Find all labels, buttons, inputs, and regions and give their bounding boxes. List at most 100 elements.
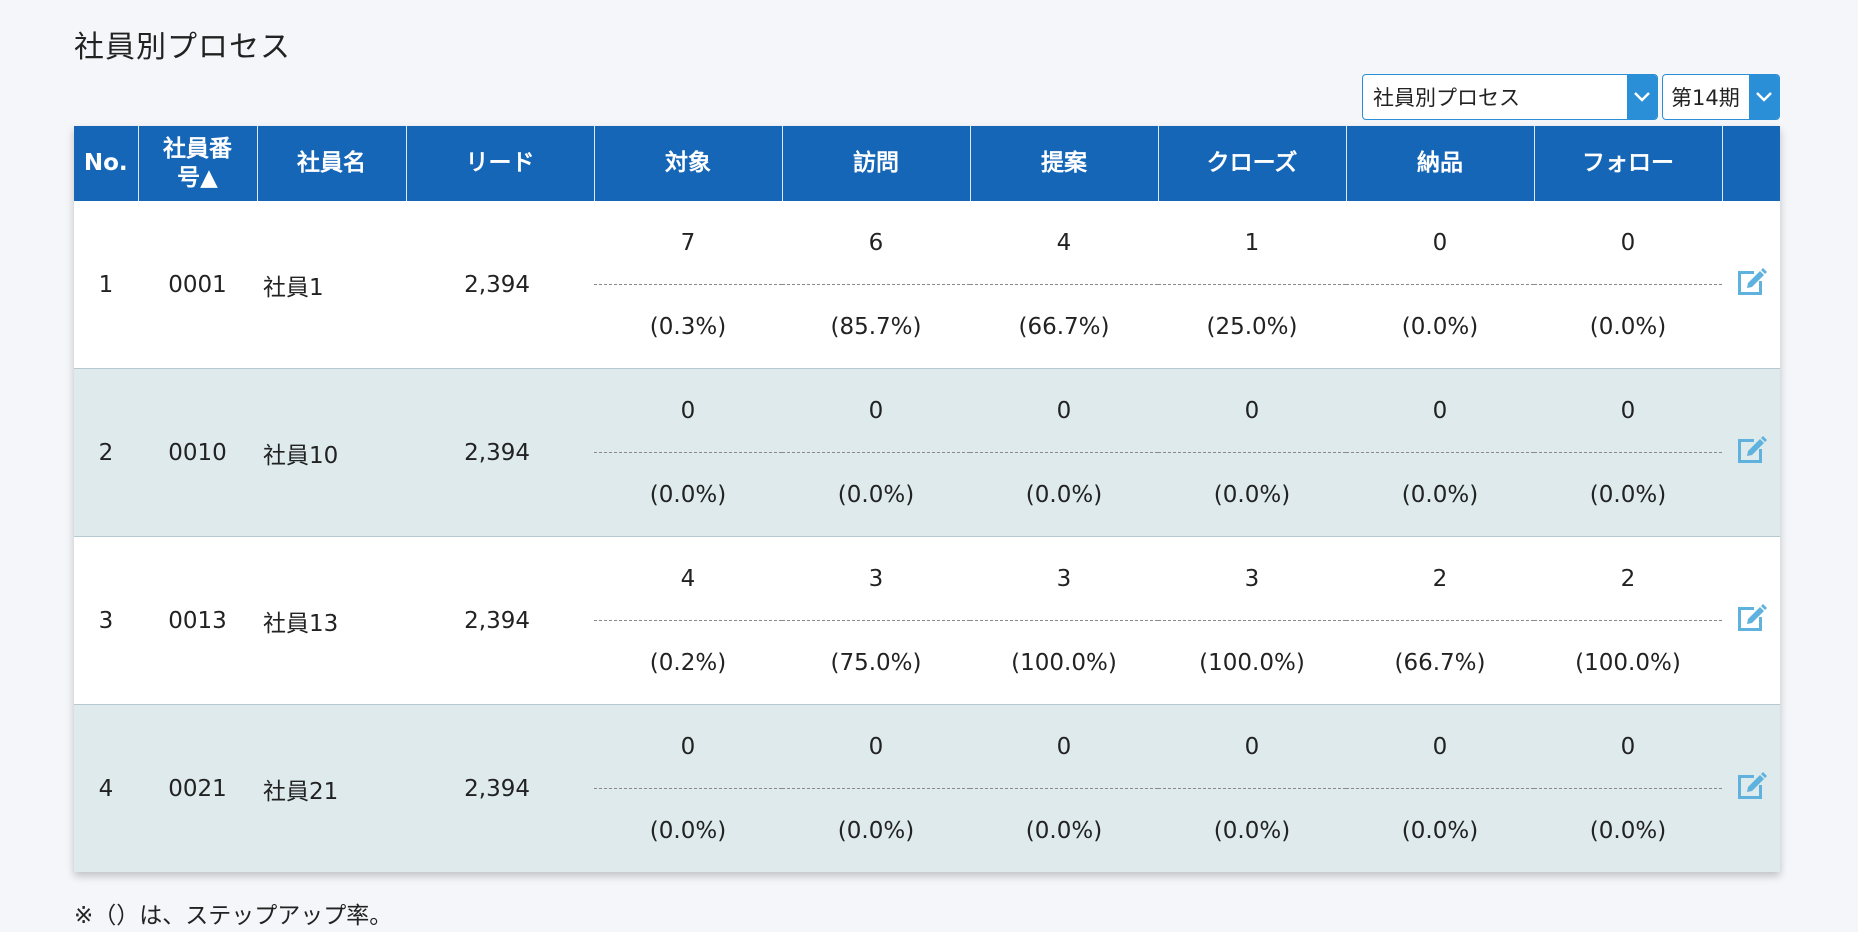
stage-count: 4 bbox=[1056, 229, 1072, 256]
stage-rate: (100.0%) bbox=[1534, 620, 1722, 704]
stage-count: 1 bbox=[1244, 229, 1260, 256]
cell-proposal: 0 (0.0%) bbox=[970, 704, 1158, 872]
header-emp-number[interactable]: 社員番号▲ bbox=[138, 126, 258, 201]
stage-rate: (85.7%) bbox=[782, 284, 970, 368]
stage-rate: (0.0%) bbox=[1534, 452, 1722, 536]
header-emp-number-label: 社員番号▲ bbox=[163, 135, 232, 191]
cell-delivery: 0 (0.0%) bbox=[1346, 368, 1534, 537]
page-title: 社員別プロセス bbox=[74, 30, 291, 65]
stage-count: 0 bbox=[1244, 397, 1260, 424]
cell-follow: 0 (0.0%) bbox=[1534, 704, 1722, 872]
table-row: 1 0001 社員1 2,394 7 (0.3%) 6 (85.7%) 4 (66.7… bbox=[74, 201, 1780, 369]
header-proposal: 提案 bbox=[970, 126, 1159, 201]
cell-close: 0 (0.0%) bbox=[1158, 704, 1346, 872]
view-select[interactable]: 社員別プロセス bbox=[1362, 74, 1658, 120]
period-select[interactable]: 第14期 bbox=[1662, 74, 1780, 120]
stage-count: 7 bbox=[680, 229, 696, 256]
stage-count: 0 bbox=[1244, 733, 1260, 760]
stage-count: 0 bbox=[868, 733, 884, 760]
cell-edit bbox=[1722, 368, 1780, 537]
stage-count: 0 bbox=[680, 397, 696, 424]
stage-count: 0 bbox=[868, 397, 884, 424]
stage-count: 0 bbox=[1432, 229, 1448, 256]
stage-rate: (0.2%) bbox=[594, 620, 782, 704]
cell-emp-name: 社員1 bbox=[257, 201, 406, 369]
cell-target: 7 (0.3%) bbox=[594, 201, 782, 369]
stage-rate: (66.7%) bbox=[1346, 620, 1534, 704]
view-select-value: 社員別プロセス bbox=[1373, 86, 1520, 110]
header-edit bbox=[1722, 126, 1780, 201]
stage-rate: (100.0%) bbox=[970, 620, 1158, 704]
edit-icon[interactable] bbox=[1734, 769, 1768, 803]
header-delivery: 納品 bbox=[1346, 126, 1535, 201]
stage-count: 0 bbox=[1620, 733, 1636, 760]
filter-controls: 社員別プロセス 第14期 bbox=[1362, 74, 1780, 120]
cell-visit: 0 (0.0%) bbox=[782, 368, 970, 537]
cell-delivery: 2 (66.7%) bbox=[1346, 536, 1534, 705]
cell-visit: 0 (0.0%) bbox=[782, 704, 970, 872]
cell-follow: 2 (100.0%) bbox=[1534, 536, 1722, 705]
stage-rate: (100.0%) bbox=[1158, 620, 1346, 704]
cell-target: 4 (0.2%) bbox=[594, 536, 782, 705]
stage-rate: (0.0%) bbox=[970, 452, 1158, 536]
cell-emp-number: 0021 bbox=[138, 704, 257, 872]
stage-rate: (0.3%) bbox=[594, 284, 782, 368]
stage-rate: (0.0%) bbox=[782, 452, 970, 536]
cell-no: 1 bbox=[74, 201, 138, 369]
stage-rate: (0.0%) bbox=[1534, 788, 1722, 872]
stage-count: 3 bbox=[868, 565, 884, 592]
stage-count: 3 bbox=[1056, 565, 1072, 592]
stage-count: 0 bbox=[1432, 397, 1448, 424]
cell-proposal: 0 (0.0%) bbox=[970, 368, 1158, 537]
stage-rate: (0.0%) bbox=[594, 452, 782, 536]
cell-edit bbox=[1722, 201, 1780, 369]
stage-rate: (0.0%) bbox=[970, 788, 1158, 872]
cell-delivery: 0 (0.0%) bbox=[1346, 704, 1534, 872]
stage-rate: (66.7%) bbox=[970, 284, 1158, 368]
edit-icon[interactable] bbox=[1734, 601, 1768, 635]
cell-edit bbox=[1722, 536, 1780, 705]
cell-no: 3 bbox=[74, 536, 138, 705]
cell-target: 0 (0.0%) bbox=[594, 704, 782, 872]
cell-no: 2 bbox=[74, 368, 138, 537]
cell-lead: 2,394 bbox=[406, 536, 594, 705]
header-close: クローズ bbox=[1158, 126, 1347, 201]
cell-emp-number: 0001 bbox=[138, 201, 257, 369]
stage-count: 0 bbox=[1056, 733, 1072, 760]
edit-icon[interactable] bbox=[1734, 433, 1768, 467]
cell-visit: 6 (85.7%) bbox=[782, 201, 970, 369]
cell-follow: 0 (0.0%) bbox=[1534, 368, 1722, 537]
stage-rate: (0.0%) bbox=[594, 788, 782, 872]
table-header-row: No. 社員番号▲ 社員名 リード 対象 訪問 提案 クローズ 納品 フォロー bbox=[74, 126, 1780, 201]
cell-close: 0 (0.0%) bbox=[1158, 368, 1346, 537]
stage-rate: (0.0%) bbox=[1346, 788, 1534, 872]
cell-emp-name: 社員10 bbox=[257, 368, 406, 537]
cell-emp-name: 社員13 bbox=[257, 536, 406, 705]
stage-count: 3 bbox=[1244, 565, 1260, 592]
table-row: 4 0021 社員21 2,394 0 (0.0%) 0 (0.0%) 0 (0.0%… bbox=[74, 704, 1780, 872]
stage-rate: (0.0%) bbox=[1158, 788, 1346, 872]
cell-emp-number: 0010 bbox=[138, 368, 257, 537]
table-row: 2 0010 社員10 2,394 0 (0.0%) 0 (0.0%) 0 (0.0%… bbox=[74, 368, 1780, 537]
footnote: ※（）は、ステップアップ率。 bbox=[74, 903, 393, 929]
cell-edit bbox=[1722, 704, 1780, 872]
stage-rate: (0.0%) bbox=[1346, 452, 1534, 536]
cell-close: 1 (25.0%) bbox=[1158, 201, 1346, 369]
stage-rate: (0.0%) bbox=[1158, 452, 1346, 536]
header-lead: リード bbox=[406, 126, 595, 201]
stage-count: 0 bbox=[1620, 397, 1636, 424]
header-visit: 訪問 bbox=[782, 126, 971, 201]
stage-count: 0 bbox=[1432, 733, 1448, 760]
cell-lead: 2,394 bbox=[406, 201, 594, 369]
header-no: No. bbox=[74, 126, 139, 201]
process-table: No. 社員番号▲ 社員名 リード 対象 訪問 提案 クローズ 納品 フォロー … bbox=[74, 126, 1780, 872]
process-table-container: No. 社員番号▲ 社員名 リード 対象 訪問 提案 クローズ 納品 フォロー … bbox=[74, 126, 1780, 872]
stage-count: 6 bbox=[868, 229, 884, 256]
cell-delivery: 0 (0.0%) bbox=[1346, 201, 1534, 369]
stage-rate: (0.0%) bbox=[782, 788, 970, 872]
stage-count: 2 bbox=[1620, 565, 1636, 592]
stage-count: 0 bbox=[1056, 397, 1072, 424]
edit-icon[interactable] bbox=[1734, 265, 1768, 299]
cell-close: 3 (100.0%) bbox=[1158, 536, 1346, 705]
